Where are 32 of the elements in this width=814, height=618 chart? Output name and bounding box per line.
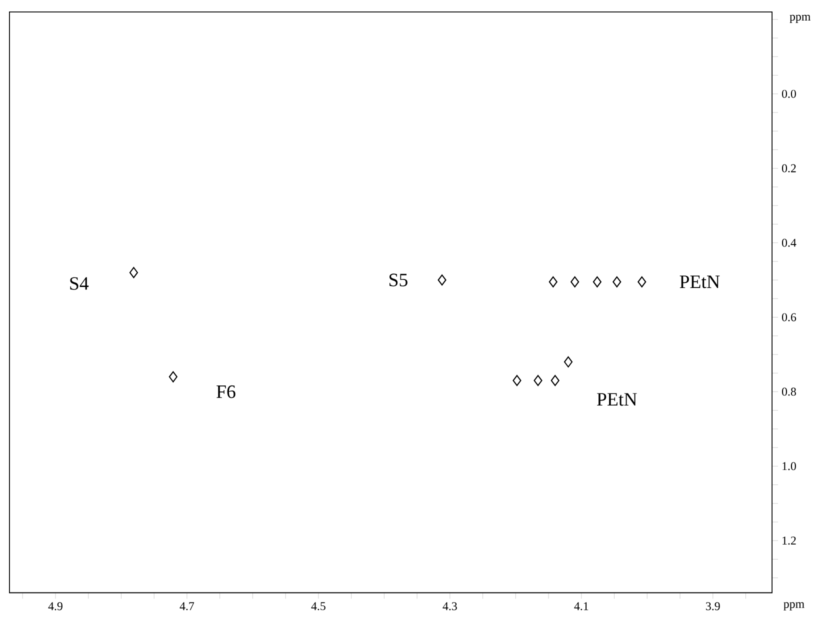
y-tick-label: 0.4 xyxy=(782,238,796,247)
annotation: S4 xyxy=(70,277,89,290)
x-tick-label: 4.7 xyxy=(180,602,194,610)
point xyxy=(592,276,602,288)
point xyxy=(438,274,446,286)
y-tick-label: 0.2 xyxy=(782,164,796,173)
point xyxy=(512,375,522,386)
annotation: S5 xyxy=(390,274,408,287)
point xyxy=(638,276,646,288)
x-tick-label: 4.9 xyxy=(48,602,62,610)
point xyxy=(570,276,580,288)
x-tick-label: 3.9 xyxy=(706,602,720,610)
x-tick-label: 4.3 xyxy=(442,602,457,610)
y-tick-label: 1.0 xyxy=(782,462,796,470)
x-axis-title: ppm xyxy=(784,602,804,611)
point xyxy=(548,276,558,288)
point xyxy=(612,276,622,288)
point xyxy=(129,267,138,278)
x-tick-label: 4.5 xyxy=(311,602,326,610)
y-tick-label: 0.8 xyxy=(782,388,796,396)
y-tick-label: 1.2 xyxy=(782,536,796,545)
y-tick-label: 0.0 xyxy=(782,90,796,98)
y-axis-title: ppm xyxy=(790,15,811,24)
annotation: F6 xyxy=(216,386,236,398)
annotation: PEtN xyxy=(680,276,720,288)
point xyxy=(550,375,560,386)
point xyxy=(534,375,542,386)
annotation: PEtN xyxy=(596,393,637,406)
point xyxy=(168,371,178,383)
x-tick-label: 4.1 xyxy=(574,602,588,610)
point xyxy=(564,356,573,368)
y-tick-label: 0.6 xyxy=(782,313,796,322)
